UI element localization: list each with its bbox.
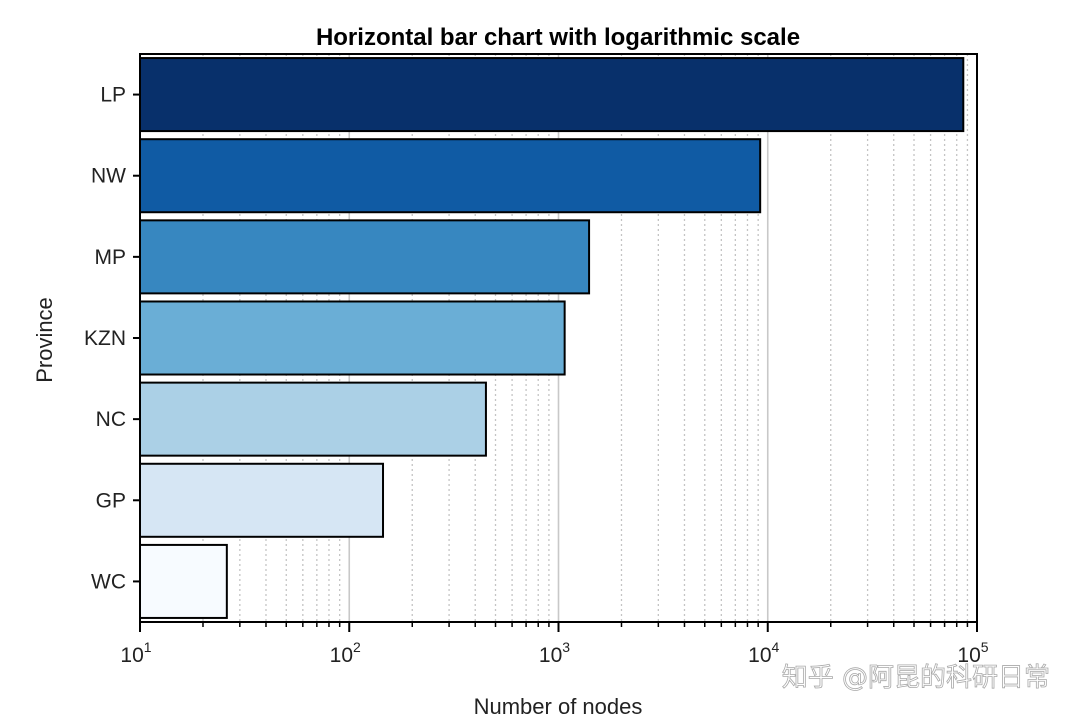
y-tick-label: KZN [84,327,126,350]
x-tick-label: 105 [957,639,988,667]
bars [139,57,965,619]
bar-wc [139,543,228,619]
y-tick-label: NW [91,165,126,188]
x-tick-label: 103 [539,639,570,667]
y-axis-label: Province [32,297,57,383]
y-tick-label: MP [95,246,127,269]
bar-nc [139,381,487,457]
bar-gp [139,462,385,538]
y-tick-label: GP [96,489,126,512]
bar-lp [139,57,965,133]
chart-title: Horizontal bar chart with logarithmic sc… [316,24,800,51]
y-axis: LP NW MP KZN NC GP WC [84,84,140,593]
bar-nw [139,138,762,214]
y-tick-label: LP [100,84,126,107]
x-tick-label: 102 [330,639,361,667]
x-tick-label: 101 [120,639,151,667]
watermark: 知乎 @阿昆的科研日常 [782,663,1050,693]
x-tick-label: 104 [748,639,779,667]
x-axis: 101 102 103 104 105 [120,622,989,667]
bar-mp [139,219,591,295]
x-axis-label: Number of nodes [474,694,643,719]
bar-kzn [139,300,566,376]
y-tick-label: WC [91,570,126,593]
y-tick-label: NC [96,408,126,431]
